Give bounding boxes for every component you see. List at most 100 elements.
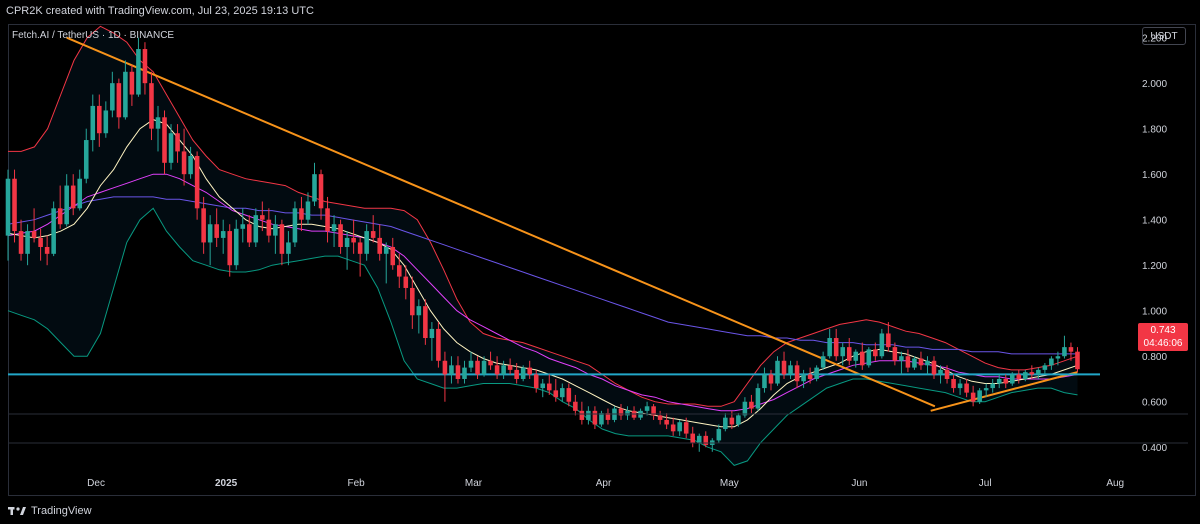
- y-tick-label: 1.000: [1142, 307, 1167, 318]
- candle: [57, 185, 63, 229]
- candle: [501, 360, 506, 379]
- candle: [12, 169, 17, 243]
- candle: [546, 374, 552, 395]
- candle: [468, 351, 474, 373]
- x-tick-label: Mar: [465, 478, 483, 489]
- candle: [1016, 369, 1022, 384]
- candle: [25, 224, 30, 266]
- candle: [820, 351, 826, 370]
- y-tick-label: 2.200: [1142, 34, 1167, 45]
- candle: [781, 351, 787, 379]
- candle: [77, 169, 83, 211]
- candle: [560, 383, 565, 402]
- candle: [827, 328, 832, 359]
- candle: [886, 322, 891, 352]
- candle: [455, 356, 461, 384]
- candle: [129, 64, 135, 106]
- last-price-badge: 0.743 04:46:06: [1138, 323, 1188, 351]
- candle: [51, 201, 56, 257]
- candle: [957, 378, 963, 395]
- y-tick-label: 1.600: [1142, 170, 1167, 181]
- candle: [736, 413, 741, 427]
- candle: [44, 235, 50, 266]
- candle: [188, 146, 193, 179]
- x-tick-label: Jun: [851, 478, 867, 489]
- candle: [1042, 363, 1048, 375]
- bb-fill: [8, 26, 1078, 466]
- candle: [110, 71, 115, 118]
- candle: [462, 360, 467, 384]
- sma-20-line: [7, 119, 1078, 428]
- candle: [475, 356, 480, 379]
- candle: [331, 215, 337, 247]
- candle: [357, 237, 363, 277]
- candle: [814, 365, 819, 382]
- candle: [683, 417, 689, 439]
- candle: [592, 406, 598, 430]
- candle: [703, 431, 709, 448]
- candle: [90, 94, 96, 152]
- candle: [442, 351, 448, 402]
- candle: [247, 215, 252, 247]
- price-axis: 2.200 2.000 1.800 1.600 1.400 1.200 1.000 0.800…: [1142, 34, 1167, 455]
- candle: [651, 404, 656, 420]
- footer-bar: TradingView: [0, 500, 1200, 524]
- candle: [390, 237, 396, 270]
- candle: [214, 208, 219, 247]
- candle: [286, 231, 291, 266]
- candle: [149, 71, 154, 141]
- candle: [514, 363, 519, 384]
- bb-upper-line: [8, 25, 1078, 407]
- tradingview-brand[interactable]: TradingView: [8, 505, 92, 517]
- candle: [990, 378, 995, 393]
- quote-currency-badge[interactable]: USDT: [1142, 27, 1186, 45]
- x-tick-label: Feb: [347, 478, 365, 489]
- candle: [253, 208, 259, 247]
- header-title: CPR2K created with TradingView.com, Jul …: [6, 5, 314, 17]
- x-tick-label: May: [720, 478, 739, 489]
- candle: [299, 196, 304, 232]
- candle: [1062, 335, 1067, 359]
- candle: [312, 162, 317, 207]
- x-tick-label: Dec: [87, 478, 105, 489]
- candle: [1036, 367, 1041, 379]
- tradingview-wordmark: TradingView: [31, 505, 92, 517]
- candle: [599, 410, 604, 427]
- candle: [573, 394, 578, 416]
- candle: [716, 424, 722, 443]
- sma-200-line: [7, 196, 1078, 355]
- candle: [97, 94, 102, 147]
- trendline-downtrend[interactable]: [66, 36, 936, 408]
- candle: [507, 358, 513, 375]
- candle: [481, 356, 487, 377]
- candle: [201, 196, 206, 254]
- candle: [5, 169, 11, 261]
- candle: [64, 174, 69, 227]
- candle: [664, 413, 669, 430]
- candle: [279, 219, 285, 266]
- candle: [410, 276, 415, 329]
- candle: [344, 231, 350, 270]
- candle: [83, 128, 89, 184]
- candle: [1055, 351, 1061, 366]
- candle: [18, 219, 24, 261]
- candle: [233, 219, 239, 270]
- candle: [338, 219, 343, 254]
- candle: [996, 374, 1002, 389]
- candle: [325, 196, 330, 243]
- candle: [494, 356, 500, 379]
- candle: [520, 365, 526, 382]
- candle: [103, 101, 109, 138]
- candle: [70, 174, 76, 216]
- trendline-uptrend[interactable]: [930, 371, 1078, 412]
- x-tick-label: Apr: [596, 478, 612, 489]
- candle: [788, 360, 793, 379]
- candle: [853, 349, 859, 368]
- candle: [912, 356, 917, 370]
- candle: [625, 406, 630, 420]
- y-tick-label: 2.000: [1142, 79, 1167, 90]
- candle: [227, 224, 233, 277]
- candle: [488, 351, 493, 370]
- candle: [938, 365, 943, 384]
